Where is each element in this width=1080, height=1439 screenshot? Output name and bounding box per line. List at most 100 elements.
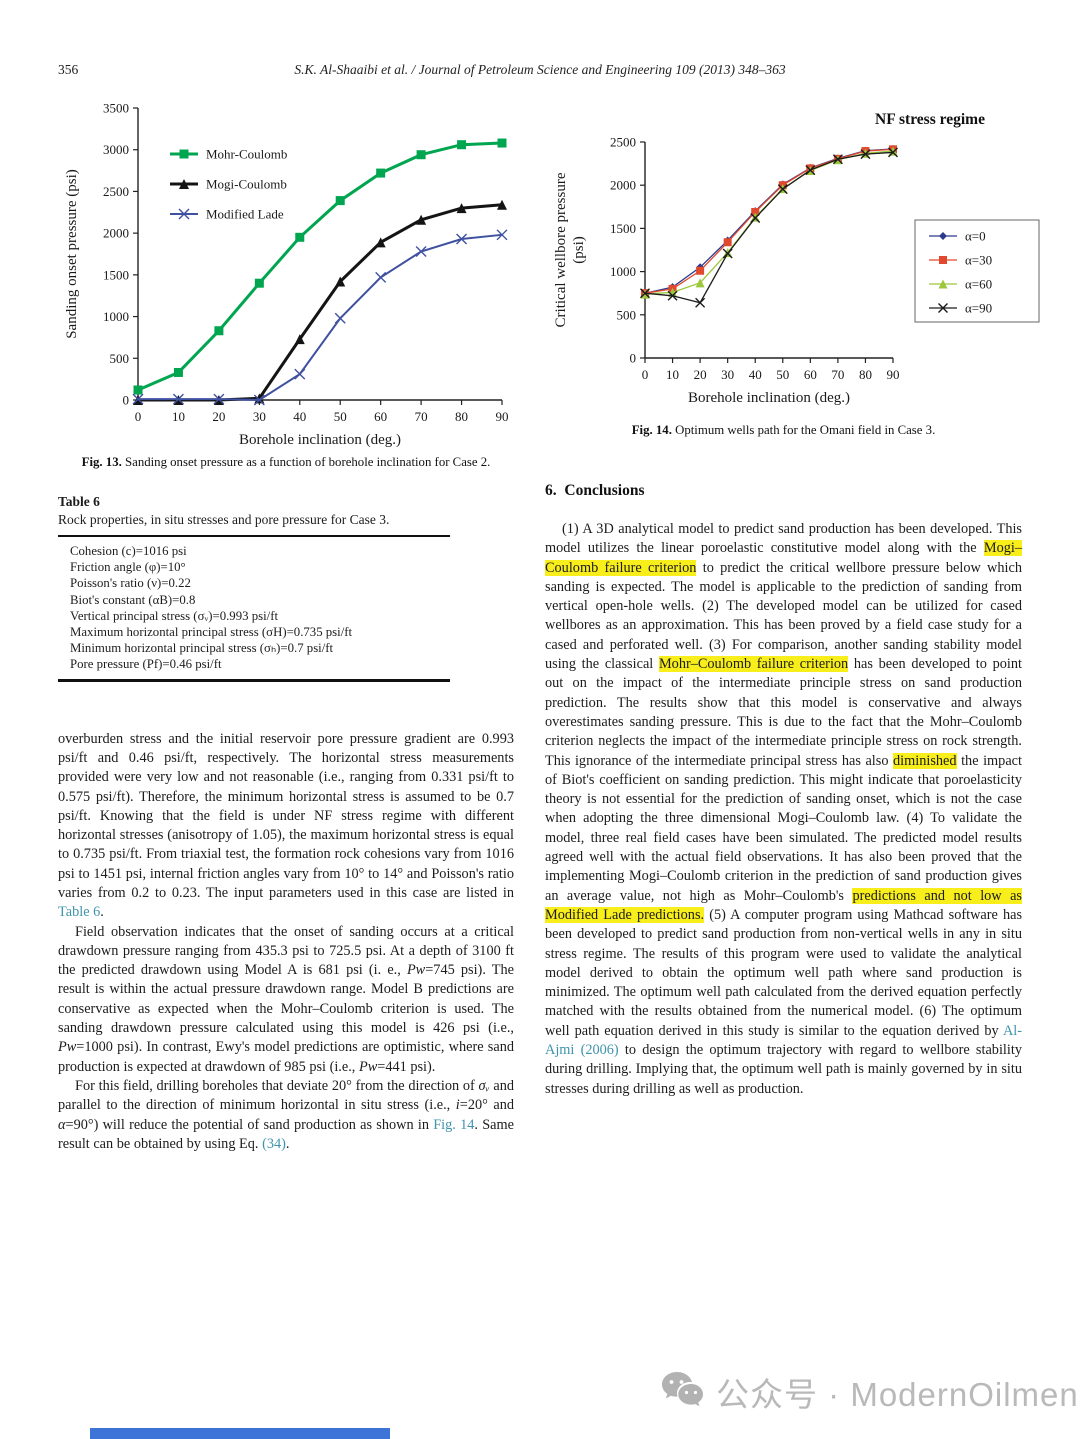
page-number: 356 [58, 62, 79, 77]
text-segment: . [100, 904, 104, 921]
legend: α=0 α=30 α=60 α=90 [914, 219, 1040, 323]
text-segment: i [455, 1097, 460, 1114]
svg-text:0: 0 [123, 393, 130, 408]
series-Mohr-Coulomb [133, 138, 507, 395]
table6-top-rule [58, 535, 450, 537]
legend: Mohr-Coulomb Mogi-Coulomb Modified Lade [170, 147, 287, 222]
svg-text:10: 10 [172, 409, 185, 424]
text-segment: Field observation indicates that the ons… [58, 923, 514, 979]
y-axis-label: Sanding onset pressure (psi) [64, 169, 80, 339]
y-axis-ticks: 0 500 1000 1500 2000 2500 3000 3500 [103, 101, 138, 408]
y-axis-label: (psi) [571, 236, 587, 264]
x-axis-ticks: 0 10 20 30 40 50 60 70 80 90 [135, 400, 509, 424]
text-segment: For this field, drilling boreholes that … [75, 1077, 479, 1094]
text-segment: and parallel to the direction of minimum… [58, 1077, 514, 1114]
series-α=90 [640, 147, 898, 308]
running-head: S.K. Al-Shaaibi et al. / Journal of Petr… [294, 62, 786, 77]
svg-text:α=60: α=60 [965, 277, 992, 292]
text-segment: =20° and [459, 1097, 515, 1114]
svg-text:40: 40 [749, 367, 762, 382]
svg-text:Mohr-Coulomb: Mohr-Coulomb [206, 147, 287, 162]
svg-text:2500: 2500 [610, 135, 636, 150]
table-row: Friction angle (φ)=10° [70, 560, 186, 575]
svg-text:0: 0 [630, 351, 637, 366]
svg-text:10: 10 [666, 367, 679, 382]
text-segment: overburden stress and the initial reserv… [58, 730, 514, 901]
svg-text:α=30: α=30 [965, 253, 992, 268]
bottom-blue-bar [90, 1428, 390, 1439]
svg-text:90: 90 [887, 367, 900, 382]
svg-text:20: 20 [212, 409, 225, 424]
text-segment: the impact of Biot's coefficient on sand… [545, 752, 1022, 904]
svg-text:3000: 3000 [103, 142, 129, 157]
svg-text:60: 60 [374, 409, 387, 424]
y-axis-label: Critical wellbore pressure [553, 172, 569, 327]
watermark-text: 公众号 · ModernOilmen [716, 1376, 1079, 1413]
wechat-icon [662, 1372, 703, 1407]
right-column: 0 500 1000 1500 2000 2500 0 10 20 30 40 50 60 70 80 90 B… [545, 104, 1040, 1099]
series-α=60 [640, 146, 898, 299]
watermark: 公众号 · ModernOilmen [660, 1368, 1079, 1416]
table6-rows: Cohesion (c)=1016 psi Friction angle (φ)=… [58, 537, 450, 679]
cross-reference-link[interactable]: Table 6 [58, 904, 101, 921]
text-segment: (5) A computer program using Mathcad sof… [545, 906, 1023, 1039]
svg-text:30: 30 [253, 409, 266, 424]
svg-text:0: 0 [135, 409, 142, 424]
cross-reference-link[interactable]: Al-Ajmi (2006) [545, 1022, 1022, 1059]
table-row: Minimum horizontal principal stress (σₕ)… [70, 641, 334, 656]
highlighted-text: diminished [893, 752, 957, 769]
svg-text:Modified Lade: Modified Lade [206, 207, 284, 222]
svg-text:Mogi-Coulomb: Mogi-Coulomb [206, 177, 287, 192]
x-axis-label: Borehole inclination (deg.) [688, 390, 850, 406]
cross-reference-link[interactable]: Fig. 14 [433, 1116, 475, 1133]
paragraph-drilling-boreholes: For this field, drilling boreholes that … [58, 1077, 514, 1154]
paragraph-case3-intro: overburden stress and the initial reserv… [58, 730, 514, 923]
fig14-caption: Fig. 14. Optimum wells path for the Oman… [545, 423, 1022, 438]
svg-text:80: 80 [859, 367, 872, 382]
text-segment: (1) A 3D analytical model to predict san… [545, 521, 1022, 557]
fig13-caption-label: Fig. 13. [81, 455, 122, 469]
fig14-line-chart: 0 500 1000 1500 2000 2500 0 10 20 30 40 50 60 70 80 90 B… [553, 111, 1040, 406]
svg-text:90: 90 [496, 409, 509, 424]
svg-text:2000: 2000 [610, 178, 636, 193]
svg-text:0: 0 [642, 367, 649, 382]
text-segment: . Same result can be obtained by using E… [58, 1116, 514, 1152]
svg-text:80: 80 [455, 409, 468, 424]
highlighted-text: Mohr–Coulomb failure criterion [658, 656, 849, 673]
svg-text:500: 500 [617, 307, 637, 322]
table6: Table 6 Rock properties, in situ stresse… [58, 494, 514, 682]
svg-text:70: 70 [831, 367, 844, 382]
x-axis-ticks: 0 10 20 30 40 50 60 70 80 90 [642, 358, 900, 382]
text-segment: Pw [58, 1039, 77, 1056]
paragraph-field-observation: Field observation indicates that the ons… [58, 923, 514, 1077]
cross-reference-link[interactable]: (34) [262, 1135, 286, 1152]
conclusions-heading: 6. Conclusions [545, 482, 645, 499]
text-segment: σᵥ [478, 1077, 490, 1094]
series-α=0 [641, 144, 897, 298]
svg-text:3500: 3500 [103, 101, 129, 116]
left-column: 0 500 1000 1500 2000 2500 3000 3500 0 10 20 30 40 50 6… [58, 96, 514, 1154]
text-segment: =441 psi). [377, 1058, 436, 1075]
table-row: Poisson's ratio (ν)=0.22 [70, 576, 191, 591]
svg-text:1000: 1000 [103, 309, 129, 324]
text-segment: Pw [358, 1058, 378, 1075]
table-row: Cohesion (c)=1016 psi [70, 544, 187, 558]
svg-text:30: 30 [721, 367, 734, 382]
chart-title: NF stress regime [875, 111, 985, 128]
text-segment: =1000 psi). In contrast, Ewy's model pre… [58, 1039, 514, 1075]
text-segment: Pw [406, 962, 426, 979]
fig14-caption-text: Optimum wells path for the Omani field i… [675, 423, 936, 437]
svg-text:50: 50 [776, 367, 789, 382]
series-Modified Lade [132, 229, 508, 406]
text-segment: =90°) will reduce the potential of sand … [65, 1116, 434, 1133]
fig13-line-chart: 0 500 1000 1500 2000 2500 3000 3500 0 10 20 30 40 50 6… [64, 101, 509, 449]
fig13-caption-text: Sanding onset pressure as a function of … [125, 455, 491, 469]
text-segment: has been developed to point out on the i… [545, 656, 1022, 769]
svg-text:60: 60 [804, 367, 817, 382]
text-segment: . [285, 1135, 290, 1152]
fig14-caption-label: Fig. 14. [631, 423, 672, 437]
series-Mogi-Coulomb [133, 199, 507, 405]
axes [644, 142, 893, 359]
svg-text:50: 50 [334, 409, 347, 424]
table6-caption: Rock properties, in situ stresses and po… [58, 512, 390, 527]
